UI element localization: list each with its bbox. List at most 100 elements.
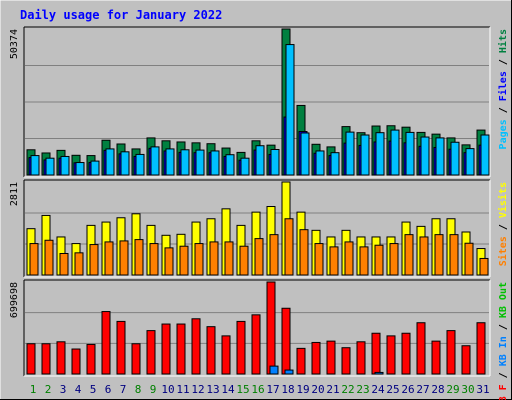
legend-entry: KB Out <box>498 282 509 318</box>
bar-pages <box>315 150 325 176</box>
bar-kb-f <box>266 281 276 375</box>
bar-pages <box>150 146 160 176</box>
legend-entry: / <box>498 318 509 336</box>
bar-pages <box>375 132 385 176</box>
bar-kb-f <box>86 343 96 375</box>
bar-kb-f <box>431 340 441 375</box>
bar-kb-in <box>374 371 384 375</box>
bar-pages <box>135 153 145 176</box>
bar-pages <box>180 149 190 176</box>
bar-sites <box>59 252 69 276</box>
bar-kb-f <box>131 343 141 375</box>
bar-sites <box>299 229 309 276</box>
x-tick-label: 14 <box>221 383 235 396</box>
bar-sites <box>194 243 204 276</box>
x-tick-label: 7 <box>120 383 127 396</box>
legend-kbytes-panel: KB F / KB In / KB Out <box>498 282 509 400</box>
bar-pages <box>465 148 475 176</box>
x-tick-label: 8 <box>135 383 142 396</box>
bar-kb-f <box>41 343 51 375</box>
bar-pages <box>225 154 235 176</box>
bar-sites <box>464 242 474 276</box>
x-tick-label: 20 <box>311 383 324 396</box>
bar-sites <box>344 241 354 276</box>
bar-pages <box>270 148 280 176</box>
bar-pages <box>105 148 115 176</box>
chart-legends: Pages / Files / Hits Sites / Visits KB F /… <box>497 29 509 400</box>
bar-sites <box>389 243 399 276</box>
bar-sites <box>269 234 279 276</box>
bar-sites <box>434 234 444 276</box>
x-tick-label: 11 <box>176 383 189 396</box>
bar-sites <box>419 236 429 276</box>
bar-sites <box>404 234 414 276</box>
bar-sites <box>164 247 174 276</box>
x-tick-label: 23 <box>356 383 369 396</box>
y-max-label: 2811 <box>9 182 20 206</box>
x-tick-label: 13 <box>206 383 219 396</box>
x-tick-label: 15 <box>236 383 249 396</box>
bar-kb-f <box>191 318 201 375</box>
bar-pages <box>195 149 205 176</box>
bar-pages <box>435 137 445 176</box>
bar-kb-f <box>236 320 246 375</box>
bar-sites <box>179 245 189 276</box>
bar-sites <box>74 252 84 276</box>
bar-kb-f <box>311 341 321 375</box>
bar-pages <box>210 150 220 176</box>
bar-sites <box>449 234 459 276</box>
x-tick-label: 26 <box>401 383 414 396</box>
bar-pages <box>420 136 430 176</box>
bar-kb-f <box>71 348 81 375</box>
legend-visits-panel: Sites / Visits <box>497 182 509 266</box>
x-tick-label: 24 <box>371 383 385 396</box>
bar-sites <box>134 239 144 276</box>
bar-kb-f <box>371 332 381 375</box>
legend-entry: / <box>498 101 509 119</box>
x-tick-label: 21 <box>326 383 339 396</box>
legend-entry: Pages <box>498 119 509 149</box>
bar-pages <box>360 134 370 176</box>
bar-sites <box>329 246 339 276</box>
bar-kb-f <box>326 340 336 375</box>
x-tick-label: 30 <box>461 383 474 396</box>
bar-sites <box>359 246 369 276</box>
bar-kb-f <box>341 347 351 375</box>
x-tick-label: 1 <box>30 383 37 396</box>
x-tick-label: 10 <box>161 383 174 396</box>
bar-pages <box>330 152 340 176</box>
y-max-label: 50374 <box>9 29 20 59</box>
x-tick-label: 19 <box>296 383 309 396</box>
legend-entry: / <box>498 53 509 71</box>
legend-hits-panel: Pages / Files / Hits <box>497 29 509 149</box>
bar-sites <box>284 218 294 276</box>
bar-kb-f <box>26 343 36 375</box>
bar-kb-f <box>116 320 126 375</box>
bar-pages <box>45 157 55 176</box>
x-tick-label: 29 <box>446 383 459 396</box>
bar-sites <box>44 239 54 276</box>
x-tick-label: 3 <box>60 383 67 396</box>
bar-kb-f <box>296 347 306 375</box>
bar-pages <box>165 148 175 176</box>
bar-sites <box>119 240 129 276</box>
legend-entry: Visits <box>497 182 509 218</box>
bar-sites <box>224 241 234 276</box>
panel-hits: 50374 <box>9 26 491 178</box>
bar-sites <box>29 243 39 276</box>
legend-entry: Sites <box>497 236 509 266</box>
x-tick-label: 9 <box>150 383 157 396</box>
bar-kb-f <box>221 335 231 375</box>
x-tick-label: 17 <box>266 383 279 396</box>
bar-pages <box>345 131 355 176</box>
chart-panels: 50374 2811 699698 <box>9 26 491 377</box>
bar-pages <box>450 141 460 176</box>
panel-kbytes: 699698 <box>9 279 491 377</box>
x-tick-label: 28 <box>431 383 444 396</box>
bar-sites <box>209 241 219 276</box>
bar-pages <box>255 145 265 176</box>
bar-kb-f <box>146 330 156 375</box>
bar-kb-in <box>284 369 294 375</box>
bar-kb-f <box>161 323 171 375</box>
